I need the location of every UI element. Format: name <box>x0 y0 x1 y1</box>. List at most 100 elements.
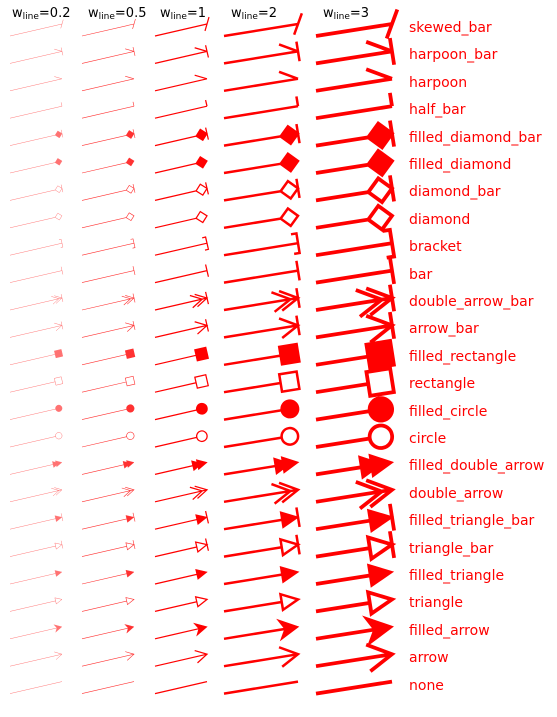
arrow-rectangle-w3 <box>315 366 397 398</box>
arrow-harpoon-bar-w3 <box>315 37 396 66</box>
arrow-filled-diamond-bar-w2 <box>223 123 301 147</box>
style-label-skewed-bar: skewed_bar <box>409 20 492 36</box>
arrow-circle-w2 <box>223 426 300 449</box>
style-label-harpoon-bar: harpoon_bar <box>409 47 498 64</box>
arrow-filled-triangle-w2 <box>223 565 300 586</box>
arrow-arrow-w0_2 <box>9 651 63 667</box>
arrow-filled-triangle-bar-w1 <box>154 510 210 530</box>
arrow-double-arrow-w2 <box>223 481 301 505</box>
arrow-filled-triangle-bar-w3 <box>315 503 396 533</box>
arrow-arrow-w3 <box>315 642 396 673</box>
arrow-double-arrow-bar-w1 <box>154 291 210 311</box>
arrow-rectangle-w2 <box>223 370 301 394</box>
arrow-filled-rectangle-w1 <box>154 346 210 366</box>
style-label-filled-triangle-bar: filled_triangle_bar <box>409 513 535 530</box>
arrow-filled-diamond-bar-w1 <box>154 127 209 147</box>
arrow-half-bar-w1 <box>154 99 208 119</box>
arrow-bracket-w0_5 <box>81 238 136 256</box>
arrow-bar-w1 <box>154 264 210 284</box>
arrow-double-arrow-bar-w3 <box>315 284 396 319</box>
arrow-harpoon-bar-w2 <box>223 41 301 65</box>
arrow-triangle-bar-w3 <box>315 530 397 563</box>
arrow-harpoon-w0_2 <box>9 76 63 92</box>
style-label-filled-diamond: filled_diamond <box>409 157 512 173</box>
arrow-diamond-bar-w1 <box>154 182 209 202</box>
arrow-triangle-w3 <box>315 589 397 617</box>
style-label-diamond-bar: diamond_bar <box>409 184 501 201</box>
arrow-none-w0_2 <box>9 681 63 694</box>
arrow-none-w0_5 <box>81 681 135 694</box>
arrow-triangle-w0_5 <box>81 597 135 612</box>
arrow-double-arrow-bar-w0_5 <box>81 293 136 311</box>
arrow-filled-circle-w0_2 <box>9 404 63 420</box>
arrow-half-bar-w3 <box>315 92 394 121</box>
arrow-arrow-bar-w2 <box>223 315 301 339</box>
arrow-bar-w0_5 <box>81 266 136 283</box>
style-label-filled-rectangle: filled_rectangle <box>409 348 517 365</box>
arrow-filled-diamond-w2 <box>223 151 300 175</box>
arrow-bar-w2 <box>223 260 301 284</box>
arrow-harpoon-w0_5 <box>81 75 135 92</box>
arrow-filled-double-arrow-w2 <box>223 456 300 476</box>
style-label-double-arrow-bar: double_arrow_bar <box>409 294 534 310</box>
style-label-harpoon: harpoon <box>409 74 468 91</box>
arrow-arrow-bar-w1 <box>154 319 210 339</box>
arrow-triangle-w1 <box>154 596 209 613</box>
arrow-circle-w1 <box>154 430 208 448</box>
arrow-filled-circle-w2 <box>223 399 300 421</box>
column-header-4: wline=3 <box>323 6 370 22</box>
style-label-triangle-bar: triangle_bar <box>409 540 494 557</box>
arrow-filled-triangle-bar-w0_2 <box>9 513 64 530</box>
style-label-bracket: bracket <box>409 239 462 256</box>
arrow-triangle-bar-w0_2 <box>9 540 64 557</box>
arrow-diamond-bar-w0_5 <box>81 184 136 201</box>
style-label-filled-circle: filled_circle <box>409 403 488 420</box>
style-label-bar: bar <box>409 266 433 283</box>
arrow-diamond-w3 <box>315 203 395 233</box>
arrow-none-w1 <box>154 680 208 695</box>
arrow-half-bar-w0_2 <box>9 102 63 119</box>
arrow-filled-double-arrow-w0_2 <box>9 460 63 475</box>
arrow-filled-rectangle-w0_2 <box>9 349 64 366</box>
arrow-harpoon-bar-w1 <box>154 45 210 65</box>
arrow-rectangle-w1 <box>154 373 210 393</box>
arrow-filled-triangle-bar-w0_5 <box>81 512 136 530</box>
arrow-double-arrow-bar-w2 <box>223 288 301 313</box>
arrow-filled-triangle-w0_5 <box>81 569 135 585</box>
arrow-skewed-bar-w2 <box>223 12 304 38</box>
arrow-harpoon-w1 <box>154 74 208 92</box>
style-label-filled-triangle: filled_triangle <box>409 568 505 584</box>
arrow-filled-rectangle-w0_5 <box>81 348 136 366</box>
arrow-double-arrow-w0_2 <box>9 487 63 503</box>
arrow-none-w2 <box>223 680 299 695</box>
arrow-filled-double-arrow-w0_5 <box>81 460 135 475</box>
arrow-harpoon-w2 <box>223 70 299 93</box>
arrow-harpoon-bar-w0_2 <box>9 47 64 64</box>
arrow-filled-diamond-w3 <box>315 148 395 178</box>
arrow-bracket-w2 <box>223 231 302 257</box>
arrow-filled-circle-w0_5 <box>81 404 135 420</box>
arrow-filled-triangle-w0_2 <box>9 570 63 585</box>
arrow-double-arrow-w1 <box>154 485 209 503</box>
arrow-diamond-bar-w0_2 <box>9 184 64 201</box>
column-header-3: wline=2 <box>231 6 278 22</box>
style-label-filled-arrow: filled_arrow <box>409 622 490 639</box>
arrow-circle-w0_5 <box>81 431 135 448</box>
arrow-filled-arrow-w3 <box>315 615 394 647</box>
style-label-double-arrow: double_arrow <box>409 485 504 502</box>
arrow-filled-diamond-bar-w0_2 <box>9 129 64 146</box>
arrow-double-arrow-bar-w0_2 <box>9 294 64 311</box>
arrow-arrow-bar-w3 <box>315 311 396 344</box>
style-label-rectangle: rectangle <box>409 376 476 393</box>
arrow-diamond-bar-w2 <box>223 178 301 202</box>
arrow-filled-triangle-w3 <box>315 563 395 588</box>
arrow-bracket-w1 <box>154 236 210 256</box>
arrow-skewed-bar-w1 <box>154 16 210 37</box>
style-label-filled-diamond-bar: filled_diamond_bar <box>409 129 542 146</box>
arrow-filled-diamond-bar-w3 <box>315 120 396 150</box>
arrow-diamond-w2 <box>223 206 300 230</box>
arrow-none-w3 <box>315 679 393 696</box>
arrow-triangle-bar-w2 <box>223 534 301 558</box>
arrow-diamond-w0_5 <box>81 212 135 229</box>
arrow-harpoon-bar-w0_5 <box>81 46 136 64</box>
